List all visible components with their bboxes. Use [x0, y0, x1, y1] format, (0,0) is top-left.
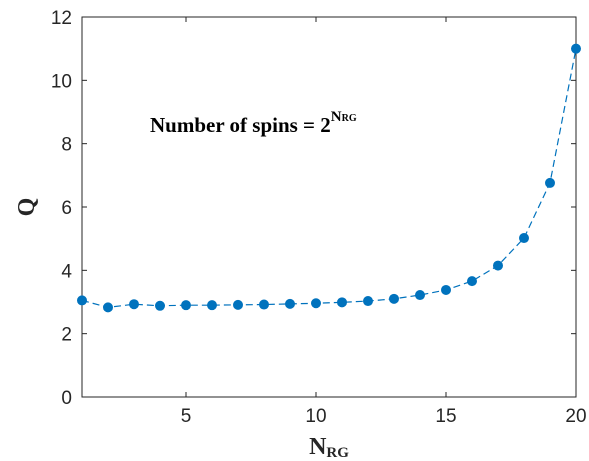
data-point [285, 298, 295, 309]
data-point [77, 295, 87, 306]
x-tick-label: 5 [181, 406, 192, 427]
y-tick-label: 10 [51, 71, 72, 92]
y-tick-label: 6 [61, 198, 72, 219]
y-tick-label: 12 [51, 8, 72, 29]
data-point [467, 276, 477, 287]
data-point [441, 284, 451, 295]
annotation-sup: N [331, 109, 342, 125]
axis-ticks [82, 16, 577, 398]
data-point [415, 290, 425, 301]
y-tick-label: 8 [61, 135, 72, 156]
x-axis-label: NRG [309, 434, 349, 461]
data-point [363, 296, 373, 307]
data-point [233, 299, 243, 310]
y-tick-label: 0 [61, 388, 72, 409]
data-point [129, 299, 139, 310]
data-point [545, 177, 555, 188]
data-point [337, 297, 347, 308]
series-markers [77, 43, 581, 313]
data-point [493, 260, 503, 271]
annotation-text: Number of spins = 2 [150, 113, 331, 137]
annotation: Number of spins = 2NRG [150, 109, 357, 137]
data-point [571, 43, 581, 54]
x-axis-label-main: N [309, 434, 327, 460]
data-point [311, 298, 321, 309]
x-tick-label: 15 [435, 406, 456, 427]
y-tick-label: 2 [61, 325, 72, 346]
data-point [519, 233, 529, 244]
data-point [389, 293, 399, 304]
data-point [259, 299, 269, 310]
data-point [207, 300, 217, 311]
x-tick-label: 10 [305, 406, 326, 427]
y-tick-label: 4 [61, 261, 72, 282]
annotation-sup-sub: RG [342, 113, 357, 124]
x-tick-label: 20 [565, 406, 586, 427]
x-axis-label-sub: RG [326, 445, 349, 461]
data-point [181, 300, 191, 311]
data-point [103, 302, 113, 313]
y-axis-label: Q [14, 198, 40, 217]
data-point [155, 300, 165, 311]
plot-area [81, 16, 577, 398]
tick-labels: 5 10 15 20 0 2 4 6 8 10 12 [51, 8, 587, 427]
